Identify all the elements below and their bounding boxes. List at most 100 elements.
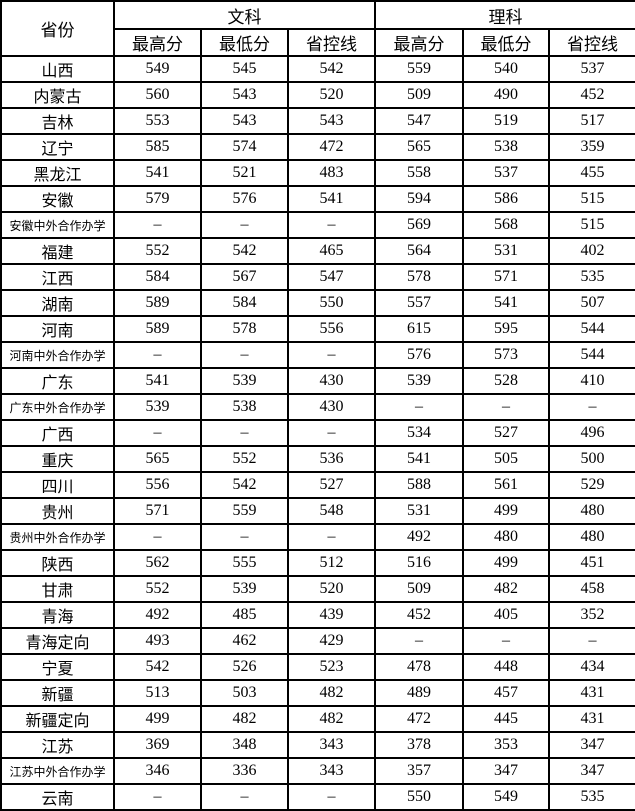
table-row: 广西 – – –534 527 496 [0, 419, 635, 447]
table-row: 陕西 562 555 512 516 499 451 [0, 549, 635, 577]
score-cell: 507 [548, 289, 635, 317]
score-cell: 578 [374, 263, 464, 291]
score-cell: 346 [113, 757, 202, 785]
score-cell: 472 [374, 705, 464, 733]
score-cell: 480 [462, 523, 550, 551]
header-science: 理科 [374, 0, 635, 30]
province-cell: 新疆定向 [0, 705, 115, 733]
province-cell: 宁夏 [0, 653, 115, 681]
score-cell: 431 [548, 705, 635, 733]
score-cell: 542 [287, 55, 376, 83]
score-cell: 493 [113, 627, 202, 655]
province-cell: 四川 [0, 471, 115, 499]
score-cell: 552 [200, 445, 289, 473]
score-cell: 528 [462, 367, 550, 395]
score-cell: 452 [374, 601, 464, 629]
score-cell: 540 [462, 55, 550, 83]
province-cell: 安徽 [0, 185, 115, 213]
score-cell: 531 [374, 497, 464, 525]
subheader-science-max: 最高分 [374, 28, 464, 57]
province-cell: 安徽中外合作办学 [0, 211, 115, 239]
score-cell: 549 [462, 783, 550, 811]
score-cell: 595 [462, 315, 550, 343]
score-cell: 347 [548, 731, 635, 759]
score-cell: 560 [113, 81, 202, 109]
score-cell: 555 [200, 549, 289, 577]
score-cell: 430 [287, 367, 376, 395]
score-cell: – [113, 523, 202, 551]
score-cell: 512 [287, 549, 376, 577]
score-cell: – [113, 783, 202, 811]
score-cell: 567 [200, 263, 289, 291]
score-cell: 589 [113, 315, 202, 343]
table-row: 重庆 565 552 536 541 505 500 [0, 445, 635, 473]
score-cell: 557 [374, 289, 464, 317]
score-cell: 431 [548, 679, 635, 707]
table-row: 江苏中外合作办学 346 336 343 357 347 347 [0, 757, 635, 785]
province-cell: 甘肃 [0, 575, 115, 603]
score-cell: 405 [462, 601, 550, 629]
score-cell: 559 [200, 497, 289, 525]
score-cell: 539 [200, 575, 289, 603]
score-cell: 589 [113, 289, 202, 317]
score-cell: 550 [374, 783, 464, 811]
score-cell: 500 [548, 445, 635, 473]
score-cell: – [200, 211, 289, 239]
score-cell: 565 [113, 445, 202, 473]
table-row: 新疆 513 503 482 489 457 431 [0, 679, 635, 707]
score-cell: 465 [287, 237, 376, 265]
subheader-science-cutoff: 省控线 [548, 28, 635, 57]
score-cell: 548 [287, 497, 376, 525]
score-cell: 553 [113, 107, 202, 135]
score-cell: 564 [374, 237, 464, 265]
score-cell: 516 [374, 549, 464, 577]
province-cell: 青海定向 [0, 627, 115, 655]
table-row: 青海定向 493 462 429– – – [0, 627, 635, 655]
score-cell: – [287, 341, 376, 369]
score-cell: 539 [113, 393, 202, 421]
table-row: 辽宁 585 574 472 565 538 359 [0, 133, 635, 161]
header-group-row: 省份 文科 理科 [0, 0, 635, 57]
score-cell: – [374, 393, 464, 421]
table-row: 吉林 553 543 543 547 519 517 [0, 107, 635, 135]
score-cell: 541 [113, 159, 202, 187]
subheader-liberal-min: 最低分 [200, 28, 289, 57]
score-cell: 531 [462, 237, 550, 265]
table-row: 贵州中外合作办学 – – –492 480 480 [0, 523, 635, 551]
score-cell: 547 [287, 263, 376, 291]
score-cell: 499 [462, 549, 550, 577]
score-cell: 615 [374, 315, 464, 343]
score-cell: 492 [374, 523, 464, 551]
score-cell: 357 [374, 757, 464, 785]
score-cell: 552 [113, 237, 202, 265]
table-row: 安徽 579 576 541 594 586 515 [0, 185, 635, 213]
header-sub-row: 最高分 最低分 省控线 最高分 最低分 省控线 [1, 28, 635, 57]
score-cell: 505 [462, 445, 550, 473]
score-cell: – [113, 211, 202, 239]
score-cell: 542 [113, 653, 202, 681]
province-cell: 河南 [0, 315, 115, 343]
province-cell: 江苏 [0, 731, 115, 759]
score-cell: 492 [113, 601, 202, 629]
province-cell: 江苏中外合作办学 [0, 757, 115, 785]
subheader-liberal-max: 最高分 [113, 28, 202, 57]
score-cell: 457 [462, 679, 550, 707]
score-cell: 478 [374, 653, 464, 681]
score-cell: 594 [374, 185, 464, 213]
score-cell: 573 [462, 341, 550, 369]
score-cell: 520 [287, 575, 376, 603]
score-cell: 509 [374, 575, 464, 603]
score-cell: 569 [374, 211, 464, 239]
score-cell: 429 [287, 627, 376, 655]
table-row: 四川 556 542 527 588 561 529 [0, 471, 635, 499]
score-cell: 541 [374, 445, 464, 473]
table-body: 山西 549 545 542 559 540 537 内蒙古 560 543 520 509 490 45… [0, 55, 635, 811]
score-cell: 458 [548, 575, 635, 603]
province-cell: 陕西 [0, 549, 115, 577]
score-cell: 541 [462, 289, 550, 317]
province-cell: 青海 [0, 601, 115, 629]
province-cell: 辽宁 [0, 133, 115, 161]
table-row: 贵州 571 559 548 531 499 480 [0, 497, 635, 525]
score-cell: – [374, 627, 464, 655]
table-header: 省份 文科 理科 最高分 最低分 省控线 最高分 最低分 省控线 [0, 0, 635, 57]
